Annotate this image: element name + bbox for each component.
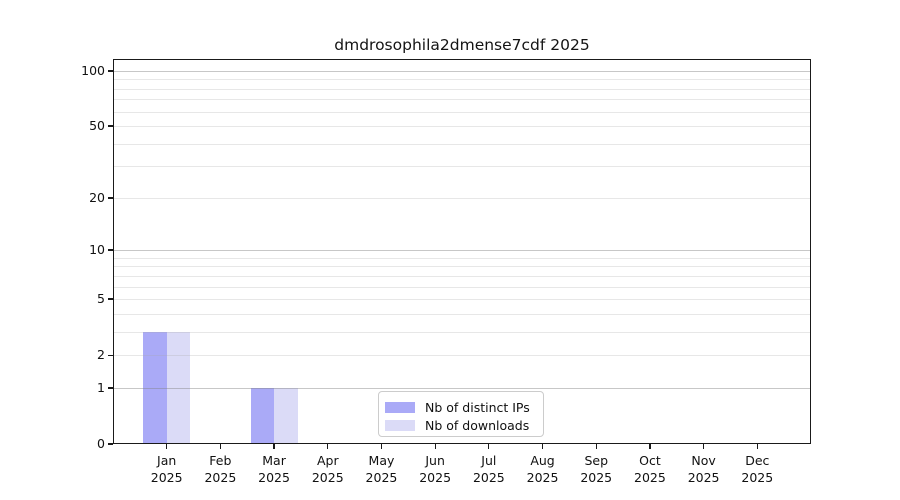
gridline-minor	[113, 299, 811, 301]
y-tick-label: 5	[97, 291, 105, 307]
gridline-minor	[113, 111, 811, 113]
chart-title: dmdrosophila2dmense7cdf 2025	[334, 36, 590, 54]
x-tick-mark	[273, 444, 275, 449]
y-tick-mark	[108, 197, 113, 199]
gridline-major	[113, 388, 811, 389]
gridline-minor	[113, 79, 811, 81]
y-tick-label: 20	[89, 189, 105, 205]
gridline-minor	[113, 355, 811, 357]
plot-area	[113, 59, 811, 444]
x-tick-mark	[541, 444, 544, 449]
gridline-major	[113, 70, 811, 72]
x-tick-label: Feb 2025	[204, 453, 237, 485]
gridline-minor	[113, 266, 811, 268]
x-tick-mark	[434, 444, 436, 449]
y-tick-label: 100	[81, 62, 105, 78]
y-tick-mark	[108, 298, 113, 300]
gridline-minor	[113, 126, 811, 128]
bar-downloads-jan	[166, 331, 191, 444]
legend-item: Nb of distinct IPs	[385, 399, 535, 415]
x-tick-mark	[595, 444, 597, 449]
x-tick-label: May 2025	[365, 453, 398, 485]
y-tick-mark	[108, 387, 113, 389]
x-tick-label: Jun 2025	[419, 453, 452, 485]
gridline-minor	[113, 197, 811, 199]
x-tick-label: Mar 2025	[258, 453, 290, 485]
legend-label: Nb of distinct IPs	[425, 399, 530, 415]
bar-downloads-mar	[274, 387, 298, 444]
y-tick-mark	[108, 70, 113, 72]
x-tick-label: Sep 2025	[580, 453, 613, 485]
x-tick-label: Jul 2025	[472, 453, 505, 485]
x-tick-mark	[219, 444, 222, 449]
x-tick-mark	[166, 444, 168, 449]
y-tick-label: 0	[97, 436, 105, 451]
x-tick-label: Nov 2025	[687, 453, 720, 485]
x-tick-mark	[756, 444, 758, 449]
gridline-minor	[113, 99, 811, 101]
gridline-minor	[113, 88, 811, 90]
y-tick-mark	[108, 249, 113, 251]
gridline-minor	[113, 166, 811, 168]
x-tick-mark	[380, 444, 383, 449]
gridline-minor	[113, 275, 811, 277]
x-tick-mark	[649, 444, 651, 449]
y-tick-mark	[108, 354, 113, 356]
x-tick-label: Aug 2025	[526, 453, 559, 485]
x-tick-mark	[702, 444, 705, 449]
gridline-minor	[113, 331, 811, 333]
x-tick-label: Oct 2025	[634, 453, 666, 485]
x-tick-mark	[327, 444, 329, 449]
legend: Nb of distinct IPs Nb of downloads	[378, 391, 544, 437]
gridline-major	[113, 250, 811, 252]
legend-swatch-distinct-ips	[385, 401, 415, 413]
legend-swatch-downloads	[385, 419, 415, 431]
bar-distinct-ips-mar	[250, 387, 275, 444]
y-tick-label: 10	[89, 242, 105, 258]
bar-distinct-ips-jan	[143, 331, 167, 444]
gridline-minor	[113, 143, 811, 145]
legend-item: Nb of downloads	[385, 417, 535, 433]
y-tick-label: 2	[97, 347, 105, 363]
gridline-minor	[113, 286, 811, 288]
y-tick-label: 1	[97, 379, 105, 395]
y-tick-mark	[108, 443, 113, 445]
x-tick-label: Apr 2025	[311, 453, 344, 485]
x-tick-label: Jan 2025	[150, 453, 183, 485]
legend-label: Nb of downloads	[425, 417, 530, 433]
x-tick-label: Dec 2025	[741, 453, 774, 485]
y-tick-label: 50	[89, 118, 105, 134]
x-tick-mark	[488, 444, 490, 449]
y-tick-mark	[108, 125, 113, 127]
gridline-minor	[113, 313, 811, 315]
gridline-minor	[113, 257, 811, 259]
